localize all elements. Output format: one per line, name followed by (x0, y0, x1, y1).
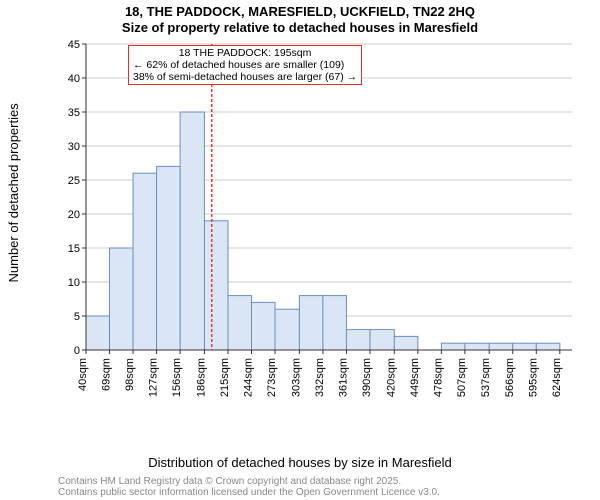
chart-title-block: 18, THE PADDOCK, MARESFIELD, UCKFIELD, T… (0, 4, 600, 37)
histogram-bar (346, 330, 370, 350)
svg-text:35: 35 (68, 107, 80, 119)
svg-text:40: 40 (68, 73, 80, 85)
plot-area: 0 5 10 15 20 25 30 35 40 45 40sqm 69sqm 98sqm 127sqm 1… (58, 40, 576, 410)
svg-text:390sqm: 390sqm (361, 358, 373, 397)
histogram-bar (252, 302, 276, 350)
annotation-box: 18 THE PADDOCK: 195sqm ← 62% of detached… (128, 45, 362, 85)
histogram-bar (228, 296, 252, 350)
svg-text:215sqm: 215sqm (219, 358, 231, 397)
chart-title-line2: Size of property relative to detached ho… (0, 20, 600, 36)
svg-text:478sqm: 478sqm (432, 358, 444, 397)
histogram-bar (133, 173, 157, 350)
histogram-bar (465, 343, 489, 350)
svg-text:507sqm: 507sqm (456, 358, 468, 397)
histogram-bar (536, 343, 560, 350)
svg-text:595sqm: 595sqm (527, 358, 539, 397)
footer-line2: Contains public sector information licen… (58, 487, 440, 498)
svg-text:10: 10 (68, 277, 80, 289)
svg-text:15: 15 (68, 243, 80, 255)
annotation-line3: 38% of semi-detached houses are larger (… (133, 71, 357, 83)
annotation-line1: 18 THE PADDOCK: 195sqm (133, 47, 357, 59)
y-axis-label: Number of detached properties (6, 103, 21, 282)
svg-text:244sqm: 244sqm (243, 358, 255, 397)
chart-title-line1: 18, THE PADDOCK, MARESFIELD, UCKFIELD, T… (0, 4, 600, 20)
svg-text:0: 0 (74, 345, 80, 357)
svg-text:5: 5 (74, 311, 80, 323)
svg-text:361sqm: 361sqm (337, 358, 349, 397)
chart-svg: 0 5 10 15 20 25 30 35 40 45 40sqm 69sqm 98sqm 127sqm 1… (58, 40, 576, 410)
svg-text:98sqm: 98sqm (124, 358, 136, 391)
histogram-bar (204, 221, 228, 350)
svg-text:20: 20 (68, 209, 80, 221)
x-axis-label: Distribution of detached houses by size … (0, 455, 600, 470)
svg-text:69sqm: 69sqm (101, 358, 113, 391)
svg-text:566sqm: 566sqm (504, 358, 516, 397)
histogram-bar (394, 336, 418, 350)
svg-text:25: 25 (68, 175, 80, 187)
histogram-bar (323, 296, 347, 350)
footer-line1: Contains HM Land Registry data © Crown c… (58, 476, 440, 487)
chart-container: { "title": { "line1": "18, THE PADDOCK, … (0, 0, 600, 500)
histogram-bar (180, 112, 204, 350)
svg-text:624sqm: 624sqm (551, 358, 563, 397)
svg-text:186sqm: 186sqm (195, 358, 207, 397)
chart-footer: Contains HM Land Registry data © Crown c… (58, 476, 440, 498)
annotation-line2: ← 62% of detached houses are smaller (10… (133, 59, 357, 71)
svg-text:449sqm: 449sqm (409, 358, 421, 397)
svg-text:156sqm: 156sqm (171, 358, 183, 397)
svg-text:420sqm: 420sqm (385, 358, 397, 397)
svg-text:45: 45 (68, 40, 80, 51)
histogram-bar (513, 343, 537, 350)
svg-text:332sqm: 332sqm (314, 358, 326, 397)
histogram-bar (275, 309, 299, 350)
histogram-bar (299, 296, 323, 350)
histogram-bar (157, 166, 181, 350)
histogram-bar (489, 343, 513, 350)
histogram-bar (86, 316, 110, 350)
histogram-bar (110, 248, 134, 350)
svg-text:273sqm: 273sqm (266, 358, 278, 397)
svg-text:303sqm: 303sqm (290, 358, 302, 397)
histogram-bar (441, 343, 465, 350)
svg-text:30: 30 (68, 141, 80, 153)
svg-text:537sqm: 537sqm (480, 358, 492, 397)
histogram-bar (370, 330, 394, 350)
svg-text:127sqm: 127sqm (148, 358, 160, 397)
svg-text:40sqm: 40sqm (77, 358, 89, 391)
